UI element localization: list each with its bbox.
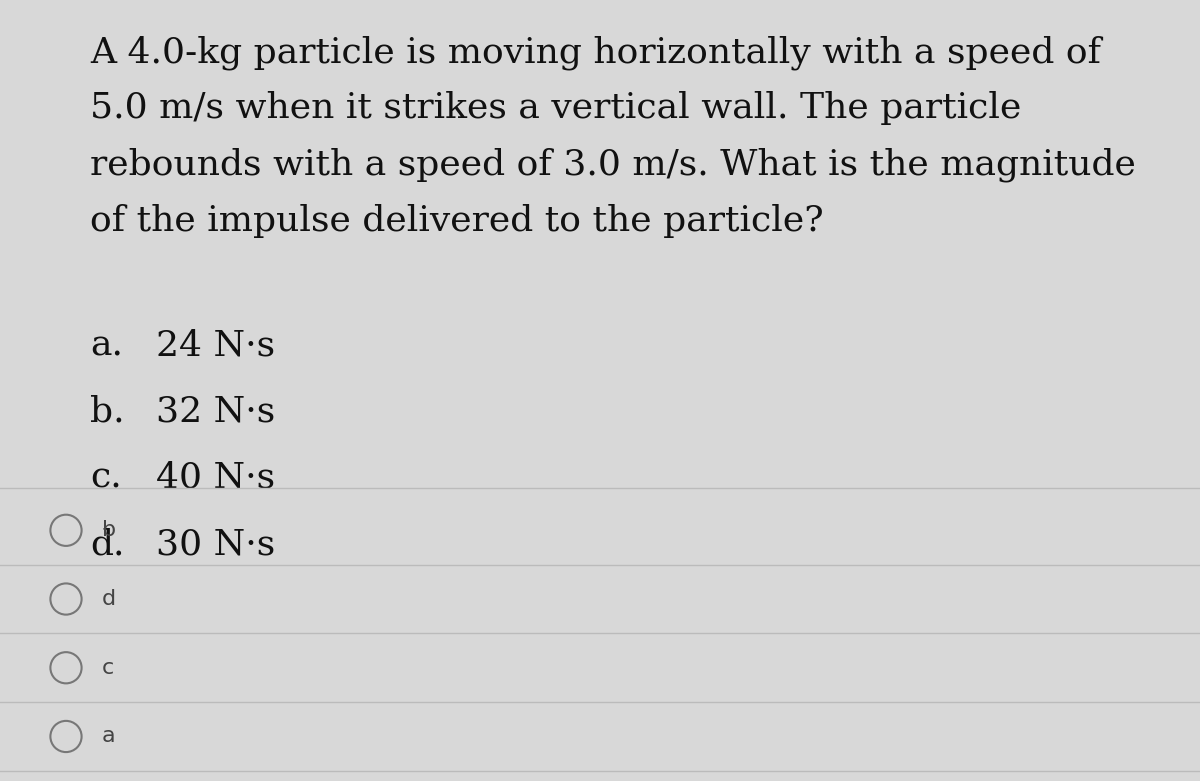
Text: 24 N·s: 24 N·s [156,328,275,362]
Text: 30 N·s: 30 N·s [156,527,275,562]
Text: b.: b. [90,394,125,429]
Text: b: b [102,520,116,540]
Text: 32 N·s: 32 N·s [156,394,275,429]
Text: c: c [102,658,114,678]
Text: a.: a. [90,328,124,362]
Text: d: d [102,589,116,609]
Text: 5.0 m/s when it strikes a vertical wall. The particle: 5.0 m/s when it strikes a vertical wall.… [90,91,1021,126]
Text: a: a [102,726,115,747]
Text: c.: c. [90,461,121,495]
Text: A 4.0-kg particle is moving horizontally with a speed of: A 4.0-kg particle is moving horizontally… [90,35,1102,70]
Text: rebounds with a speed of 3.0 m/s. What is the magnitude: rebounds with a speed of 3.0 m/s. What i… [90,148,1136,182]
Text: of the impulse delivered to the particle?: of the impulse delivered to the particle… [90,204,823,238]
Text: d.: d. [90,527,125,562]
Text: 40 N·s: 40 N·s [156,461,275,495]
